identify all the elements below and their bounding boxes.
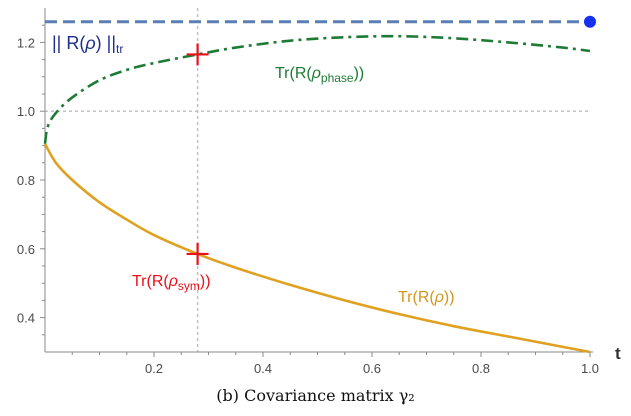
- marker-trace-norm-dot: [584, 16, 596, 28]
- x-tick-label: 0.4: [254, 361, 272, 376]
- y-tick-label: 0.8: [17, 173, 35, 188]
- series-label-phase: Tr(R(ρphase)): [275, 65, 364, 85]
- figure-caption: (b) Covariance matrix γ₂: [0, 386, 631, 405]
- y-tick-label: 0.4: [17, 311, 35, 326]
- x-ticks: 0.2 0.4 0.6 0.8 1.0: [72, 352, 599, 376]
- series-label-trace-norm: || R(ρ) ||tr: [52, 33, 123, 56]
- marker-phase-cross: [187, 43, 209, 65]
- y-ticks: 0.4 0.6 0.8 1.0 1.2: [17, 25, 45, 335]
- series-phase-line: [45, 36, 590, 144]
- x-axis-label: t: [615, 344, 621, 363]
- markers: [187, 16, 596, 265]
- chart: 0.2 0.4 0.6 0.8 1.0 0.4 0.6 0.8 1.0 1.2 t || R(ρ…: [0, 0, 631, 380]
- x-tick-label: 1.0: [581, 361, 599, 376]
- x-tick-label: 0.2: [145, 361, 163, 376]
- y-tick-label: 0.6: [17, 242, 35, 257]
- y-tick-label: 1.0: [17, 104, 35, 119]
- series-label-rho: Tr(R(ρ)): [398, 289, 455, 306]
- reference-lines: [45, 8, 590, 352]
- marker-sym-cross: [187, 243, 209, 265]
- marker-label-sym: Tr(R(ρsym)): [132, 273, 211, 293]
- series-rho-line: [45, 144, 590, 352]
- y-tick-label: 1.2: [17, 35, 35, 50]
- axes: 0.2 0.4 0.6 0.8 1.0 0.4 0.6 0.8 1.0 1.2 t: [17, 8, 621, 376]
- x-tick-label: 0.8: [472, 361, 490, 376]
- x-tick-label: 0.6: [363, 361, 381, 376]
